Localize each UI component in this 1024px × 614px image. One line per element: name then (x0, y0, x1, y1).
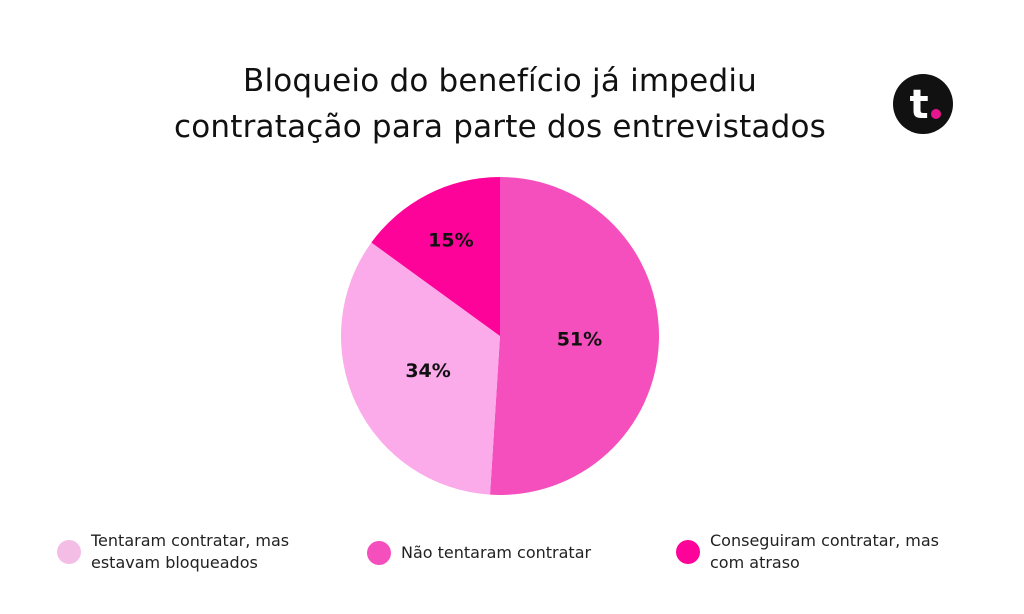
legend-label-line-2: estavam bloqueados (91, 553, 258, 572)
legend-label-com-atraso: Conseguiram contratar, mas com atraso (710, 530, 939, 574)
pie-slice-label-0: 51% (557, 328, 602, 350)
pie-slice-0 (490, 177, 660, 495)
logo-background (893, 74, 953, 134)
legend-item-nao-tentaram: Não tentaram contratar (367, 541, 667, 565)
chart-title-line-2: contratação para parte dos entrevistados (173, 109, 827, 145)
legend-label-line-2: com atraso (710, 553, 800, 572)
legend-item-com-atraso: Conseguiram contratar, mas com atraso (676, 530, 966, 574)
legend-label-nao-tentaram: Não tentaram contratar (401, 542, 591, 564)
logo-dot (931, 109, 941, 119)
legend-swatch-com-atraso (676, 540, 700, 564)
chart-title: Bloqueio do benefício já impediu contrat… (100, 58, 900, 150)
pie-slice-label-1: 34% (405, 360, 450, 382)
chart-title-line-1: Bloqueio do benefício já impediu (242, 63, 757, 99)
legend-swatch-bloqueados (57, 540, 81, 564)
legend-label-line-1: Tentaram contratar, mas (91, 531, 290, 550)
pie-slice-1 (341, 242, 500, 495)
pie-slice-label-2: 15% (428, 230, 473, 252)
pie-slice-2 (371, 177, 500, 336)
pie-labels: 51% 34% 15% (405, 230, 602, 382)
pie-slices (341, 177, 660, 495)
legend-label-bloqueados: Tentaram contratar, mas estavam bloquead… (91, 530, 289, 574)
legend-label-line-1: Conseguiram contratar, mas (710, 531, 940, 550)
legend-label-line-1: Não tentaram contratar (401, 543, 592, 562)
logo-letter: t (909, 82, 928, 128)
legend-item-bloqueados: Tentaram contratar, mas estavam bloquead… (57, 530, 327, 574)
brand-t-logo-icon: t (893, 74, 953, 134)
legend-swatch-nao-tentaram (367, 541, 391, 565)
